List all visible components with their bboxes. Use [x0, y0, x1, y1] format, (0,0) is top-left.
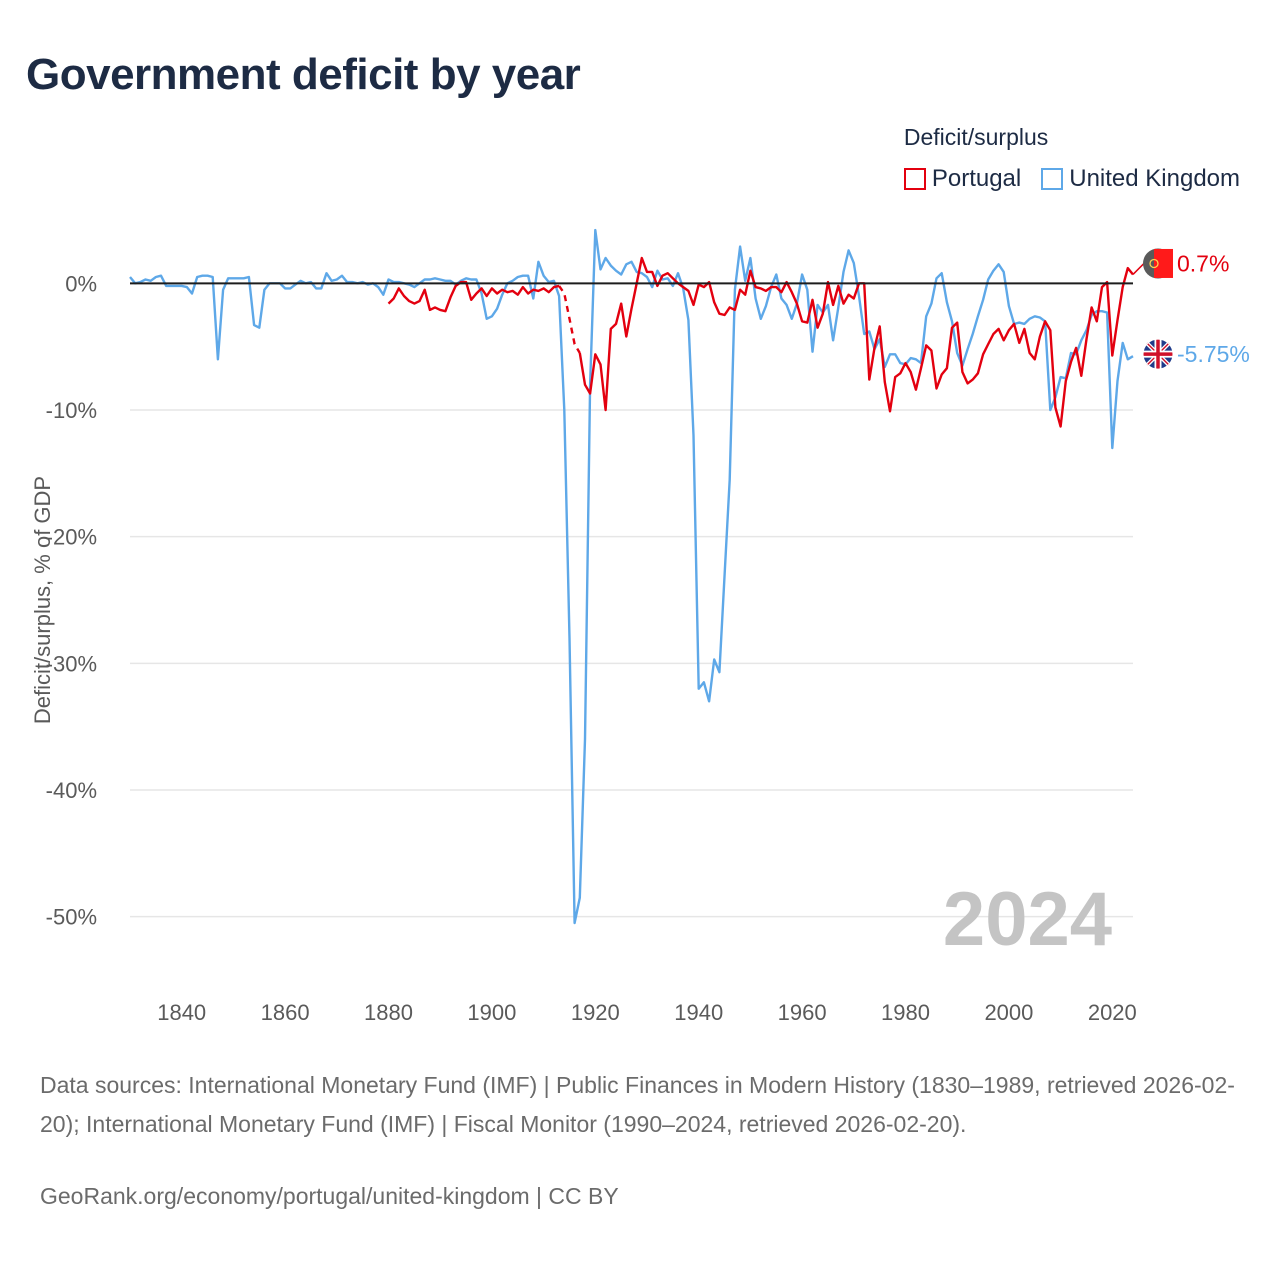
- y-axis-label: Deficit/surplus, % of GDP: [30, 476, 55, 724]
- x-tick-label: 2000: [984, 1000, 1033, 1025]
- line-chart: 0% -10% -20% -30% -40% -50% 1840 1860 1880 1900 19…: [30, 228, 1250, 1025]
- legend-item-portugal[interactable]: Portugal: [903, 165, 1022, 193]
- x-tick-label: 1860: [261, 1000, 310, 1025]
- end-connector-portugal: [1132, 262, 1145, 275]
- flag-icon-portugal-red-field: [1154, 248, 1173, 278]
- y-tick-label: -10%: [46, 398, 97, 423]
- x-tick-label: 1900: [467, 1000, 516, 1025]
- flag-icon-portugal-emblem: [1149, 258, 1159, 269]
- legend-title: Deficit/surplus: [903, 124, 1049, 150]
- x-tick-label: 1980: [881, 1000, 930, 1025]
- x-tick-label: 2020: [1088, 1000, 1137, 1025]
- series-line-portugal: [578, 256, 1134, 428]
- legend-label-united-kingdom: United Kingdom: [1069, 165, 1240, 192]
- y-tick-label: -40%: [46, 778, 97, 803]
- legend-label-portugal: Portugal: [931, 165, 1022, 192]
- year-watermark: 2024: [943, 877, 1112, 962]
- data-sources: Data sources: International Monetary Fun…: [40, 1072, 1235, 1137]
- x-tick-label: 1960: [778, 1000, 827, 1025]
- y-tick-label: -20%: [46, 525, 97, 550]
- y-tick-label: -50%: [46, 905, 97, 930]
- series-line-portugal-gap: [558, 285, 581, 354]
- legend-swatch-united-kingdom: [1041, 168, 1064, 190]
- x-tick-label: 1940: [674, 1000, 723, 1025]
- series-line-portugal: [387, 280, 560, 313]
- legend-swatch-portugal: [903, 168, 926, 190]
- x-tick-label: 1840: [157, 1000, 206, 1025]
- flag-icon-uk-rim: [1142, 338, 1174, 370]
- chart-title: Government deficit by year: [26, 50, 581, 99]
- legend-item-united-kingdom[interactable]: United Kingdom: [1041, 165, 1240, 193]
- legend: Deficit/surplus Portugal United Kingdom: [903, 124, 1240, 193]
- x-tick-label: 1920: [571, 1000, 620, 1025]
- y-tick-label: -30%: [46, 651, 97, 676]
- series-line-united-kingdom: [129, 228, 1134, 925]
- footer-link[interactable]: GeoRank.org/economy/portugal/united-king…: [40, 1183, 619, 1209]
- end-label-united-kingdom: -5.75%: [1177, 341, 1250, 367]
- y-tick-label: 0%: [65, 271, 97, 296]
- end-label-portugal: 0.7%: [1177, 250, 1229, 276]
- x-tick-label: 1880: [364, 1000, 413, 1025]
